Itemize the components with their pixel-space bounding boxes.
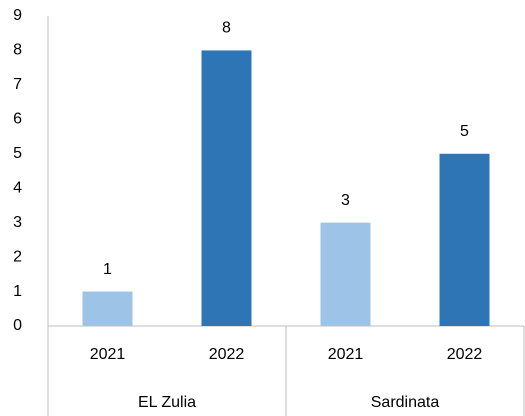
- y-tick-label: 2: [13, 248, 22, 265]
- y-tick-label: 1: [13, 283, 22, 300]
- y-tick-label: 8: [13, 42, 22, 59]
- bar: [439, 153, 490, 326]
- data-label: 5: [460, 123, 469, 140]
- data-label: 1: [103, 261, 112, 278]
- y-tick-label: 7: [13, 76, 22, 93]
- y-tick-label: 6: [13, 111, 22, 128]
- bar: [201, 50, 252, 326]
- x-tick-label: 2021: [328, 346, 364, 363]
- data-label: 3: [341, 192, 350, 209]
- x-tick-label: 2022: [447, 346, 483, 363]
- y-tick-label: 9: [13, 7, 22, 24]
- y-tick-label: 3: [13, 214, 22, 231]
- y-tick-label: 4: [13, 179, 22, 196]
- bar: [320, 222, 371, 326]
- group-label: Sardinata: [371, 394, 440, 411]
- bar: [82, 291, 133, 326]
- y-tick-label: 0: [13, 317, 22, 334]
- data-label: 8: [222, 20, 231, 37]
- y-tick-label: 5: [13, 145, 22, 162]
- x-tick-label: 2021: [90, 346, 126, 363]
- x-tick-label: 2022: [209, 346, 245, 363]
- group-label: EL Zulia: [138, 394, 196, 411]
